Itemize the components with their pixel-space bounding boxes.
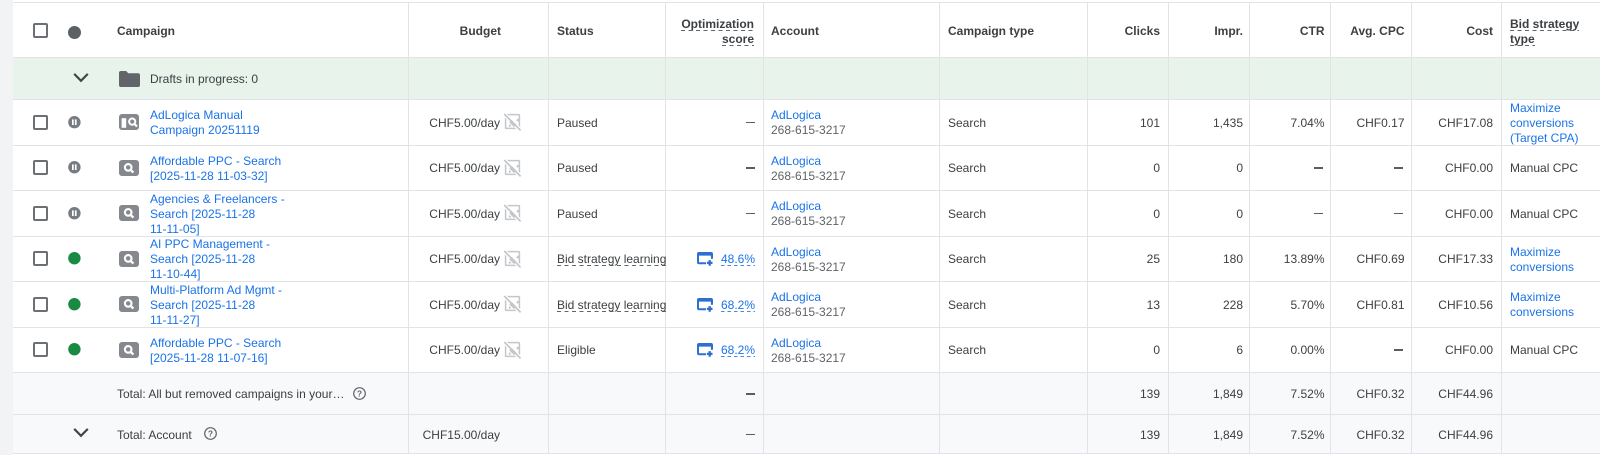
svg-text:?: ? bbox=[208, 429, 213, 439]
svg-text:?: ? bbox=[357, 388, 362, 398]
